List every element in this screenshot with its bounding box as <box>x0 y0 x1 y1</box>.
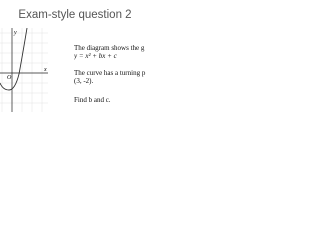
page: {"slide": {"title": "Exam-style question… <box>0 0 150 150</box>
grid <box>0 28 48 112</box>
graph: y x O <box>0 28 48 112</box>
slide-title: Exam-style question 2 <box>18 9 132 21</box>
text-line: The curve has a turning p <box>74 69 146 77</box>
equation: y = x² + bx + c <box>74 52 117 60</box>
text-line: The diagram shows the g <box>74 44 145 52</box>
x-label: x <box>43 67 47 73</box>
curve <box>0 28 28 91</box>
origin-label: O <box>7 75 12 81</box>
text-line: (3, -2). <box>74 77 94 85</box>
y-label: y <box>13 30 17 36</box>
text-line: Find b and c. <box>74 96 111 104</box>
